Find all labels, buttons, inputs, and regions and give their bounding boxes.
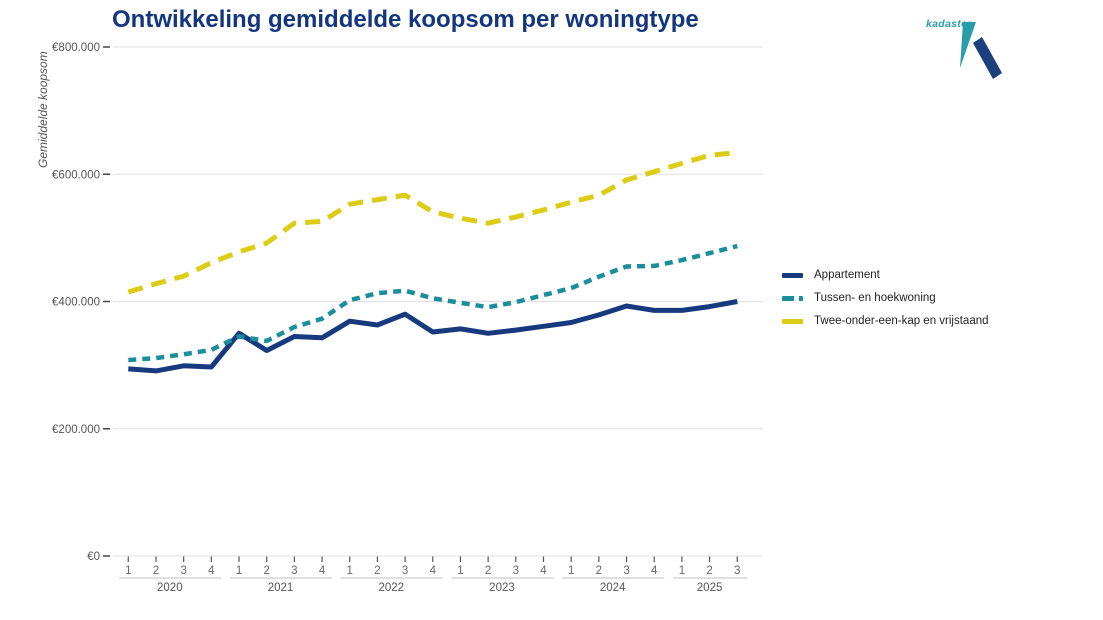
x-tick-label: 2 — [596, 565, 602, 577]
x-tick-label: 4 — [430, 565, 437, 577]
series-line-tussen-en-hoekwoning — [128, 243, 738, 363]
y-tick-label: €600.000 — [52, 169, 100, 181]
legend-label: Tussen- en hoekwoning — [814, 292, 936, 304]
year-label: 2023 — [489, 582, 515, 594]
x-tick-label: 3 — [623, 565, 629, 577]
logo-blade-teal — [960, 22, 976, 68]
year-label: 2022 — [378, 582, 404, 594]
legend: Appartement Tussen- en hoekwoning Twee-o… — [782, 268, 989, 328]
x-tick-label: 4 — [540, 565, 547, 577]
x-tick-label: 1 — [679, 565, 685, 577]
x-tick-label: 2 — [153, 565, 159, 577]
year-label: 2025 — [697, 582, 723, 594]
x-tick-label: 2 — [374, 565, 380, 577]
kadaster-logo: kadaster — [915, 5, 1025, 100]
x-tick-label: 3 — [402, 565, 408, 577]
x-tick-label: 2 — [706, 565, 712, 577]
logo-stroke-blue — [973, 37, 1002, 79]
year-label: 2021 — [268, 582, 294, 594]
x-tick-label: 2 — [263, 565, 269, 577]
series-line-appartement — [128, 299, 738, 374]
y-tick-label: €200.000 — [52, 424, 100, 436]
x-tick-label: 1 — [457, 565, 463, 577]
x-tick-label: 3 — [180, 565, 186, 577]
y-tick-label: €0 — [87, 551, 100, 563]
x-tick-label: 4 — [319, 565, 326, 577]
x-tick-label: 3 — [291, 565, 297, 577]
x-tick-label: 4 — [651, 565, 658, 577]
x-tick-label: 2 — [485, 565, 491, 577]
legend-swatch-twee-onder-een-kap — [782, 318, 803, 324]
y-tick-label: €800.000 — [52, 42, 100, 54]
legend-swatch-tussen-en-hoekwoning — [782, 295, 803, 301]
kadaster-logo-text: kadaster — [926, 18, 972, 30]
legend-item-twee-onder-een-kap: Twee-onder-een-kap en vrijstaand — [782, 314, 989, 328]
chart-title: Ontwikkeling gemiddelde koopsom per woni… — [112, 6, 699, 33]
x-tick-label: 3 — [513, 565, 519, 577]
x-tick-label: 1 — [125, 565, 131, 577]
x-tick-label: 1 — [568, 565, 574, 577]
series-line-twee-onder-een-kap-en-vrijstaand — [127, 150, 738, 295]
kadaster-logo-mark — [960, 22, 1002, 79]
x-tick-label: 1 — [236, 565, 242, 577]
legend-label: Twee-onder-een-kap en vrijstaand — [814, 315, 989, 327]
legend-swatch-appartement — [782, 272, 803, 278]
legend-item-appartement: Appartement — [782, 268, 989, 282]
year-label: 2024 — [600, 582, 626, 594]
legend-item-tussen-en-hoekwoning: Tussen- en hoekwoning — [782, 291, 989, 305]
year-label: 2020 — [157, 582, 183, 594]
y-tick-label: €400.000 — [52, 297, 100, 309]
x-tick-label: 3 — [734, 565, 740, 577]
legend-label: Appartement — [814, 269, 880, 281]
x-tick-label: 4 — [208, 565, 215, 577]
x-tick-label: 1 — [347, 565, 353, 577]
